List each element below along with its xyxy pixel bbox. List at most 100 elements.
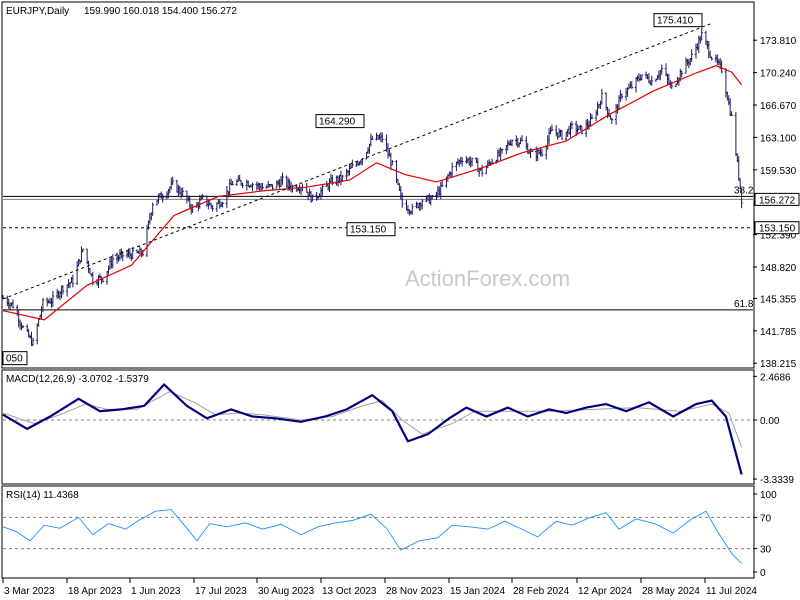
rsi-lines xyxy=(2,509,753,564)
annotation-box xyxy=(315,114,365,129)
macd-title: MACD(12,26,9) -3.0702 -1.5379 xyxy=(6,374,149,385)
ohlc-bar xyxy=(281,172,284,186)
ohlc-bar xyxy=(590,114,594,120)
rsi-tick-label: 70 xyxy=(760,513,772,524)
ohlc-bar xyxy=(211,205,214,212)
rsi-line xyxy=(2,509,742,564)
watermark: ActionForex.com xyxy=(405,266,570,291)
ohlc-bar xyxy=(740,187,743,209)
ohlc-bar xyxy=(390,160,394,166)
price-tick-label: 166.670 xyxy=(760,101,797,112)
macd-tick-label: 2.4686 xyxy=(760,372,791,383)
price-panel-frame xyxy=(1,1,755,369)
ohlc-bar xyxy=(570,121,574,130)
ohlc-bar xyxy=(690,49,693,63)
ohlc-bar xyxy=(730,111,733,116)
ohlc-bar xyxy=(430,194,434,200)
ohlc-bar xyxy=(11,299,15,309)
x-tick-label: 28 May 2024 xyxy=(642,586,700,597)
price-y-axis: 173.810 170.240 166.670 163.100 159.530 152.3… xyxy=(753,36,800,370)
ohlc-bar xyxy=(540,148,544,157)
ohlc-bar xyxy=(580,125,584,135)
ohlc-bar xyxy=(560,129,564,140)
ohlc-bar xyxy=(181,187,184,197)
ohlc-bar xyxy=(241,182,244,189)
x-tick-label: 11 Jul 2024 xyxy=(706,586,757,597)
ohlc-bar xyxy=(61,285,65,295)
ohlc-bar xyxy=(700,27,703,41)
ohlc-bar xyxy=(41,297,45,313)
price-tick-label: 173.810 xyxy=(760,36,797,47)
support-tag xyxy=(754,221,800,235)
trendline-line xyxy=(2,23,711,300)
ohlc-bar xyxy=(710,56,713,61)
ohlc-bar xyxy=(640,74,644,81)
x-axis: 3 Mar 2023 18 Apr 2023 1 Jun 2023 17 Jul 20… xyxy=(2,578,757,597)
ohlc-bar xyxy=(550,124,554,132)
rsi-title: RSI(14) 11.4368 xyxy=(6,490,79,501)
ohlc-bar xyxy=(161,193,164,203)
ohlc-bar xyxy=(400,192,404,208)
ohlc-bar xyxy=(201,194,204,199)
ohlc-bar xyxy=(370,135,374,141)
ohlc-bar xyxy=(610,117,614,124)
ohlc-bar xyxy=(171,176,174,186)
annotation-box xyxy=(2,351,28,366)
ohlc-bar xyxy=(151,202,155,217)
annotation-box xyxy=(653,13,703,28)
moving-average-line xyxy=(2,65,743,321)
ohlc-bar xyxy=(500,148,504,154)
ohlc-bar xyxy=(31,337,35,346)
price-tick-label: 145.355 xyxy=(760,294,797,305)
level-61-8-label: 61.8 xyxy=(734,299,754,310)
ohlc-bar xyxy=(720,60,723,74)
level-38-2-label: 38.2 xyxy=(734,185,754,196)
ohlc-bar xyxy=(321,184,324,196)
x-tick-label: 3 Mar 2023 xyxy=(4,586,55,597)
ohlc-bar xyxy=(650,75,654,86)
ohlc-readout: 159.990 160.018 154.400 156.272 xyxy=(84,6,237,17)
ohlc-bar xyxy=(520,135,524,142)
rsi-panel-frame xyxy=(1,485,755,579)
macd-line xyxy=(2,383,743,475)
price-title: EURJPY,Daily xyxy=(6,6,69,17)
ohlc-bar xyxy=(410,203,414,216)
annotation-label: 050 xyxy=(6,354,23,365)
ohlc-bar xyxy=(71,274,75,288)
x-tick-label: 30 Aug 2023 xyxy=(258,586,315,597)
ohlc-bar xyxy=(680,70,684,78)
x-tick-label: 15 Jan 2024 xyxy=(450,586,505,597)
macd-y-axis: 2.4686 0.00 -3.3339 xyxy=(753,372,794,486)
price-tick-label: 141.785 xyxy=(760,327,797,338)
ohlc-bar xyxy=(101,278,105,283)
price-tick-label: 148.820 xyxy=(760,263,797,274)
x-tick-label: 18 Apr 2023 xyxy=(68,586,122,597)
annotation-label: 164.290 xyxy=(319,117,356,128)
ohlc-bar xyxy=(261,182,264,190)
ohlc-bar xyxy=(660,64,664,75)
ohlc-bar xyxy=(460,157,464,167)
price-bars xyxy=(1,27,743,346)
current-price-tag-label: 156.272 xyxy=(759,195,796,206)
ohlc-bar xyxy=(380,132,384,143)
ohlc-bar xyxy=(620,93,624,100)
ohlc-bar xyxy=(231,180,234,186)
rsi-tick-label: 30 xyxy=(760,545,772,556)
trendline xyxy=(2,23,711,300)
rsi-y-axis: 100 70 30 0 xyxy=(753,490,777,579)
x-tick-label: 1 Jun 2023 xyxy=(131,586,181,597)
x-tick-label: 13 Oct 2023 xyxy=(322,586,377,597)
ohlc-bar xyxy=(450,162,454,178)
ohlc-bar xyxy=(470,157,474,167)
annotation-label: 175.410 xyxy=(657,16,694,27)
ohlc-bar xyxy=(121,251,125,262)
x-tick-label: 17 Jul 2023 xyxy=(195,586,247,597)
ohlc-bar xyxy=(351,159,354,169)
current-price-tag xyxy=(754,192,800,206)
ohlc-bar xyxy=(111,254,115,269)
ohlc-bar xyxy=(510,139,514,147)
ohlc-bar xyxy=(630,81,634,90)
ohlc-bar xyxy=(311,194,314,202)
macd-tick-label: -3.3339 xyxy=(760,475,794,486)
